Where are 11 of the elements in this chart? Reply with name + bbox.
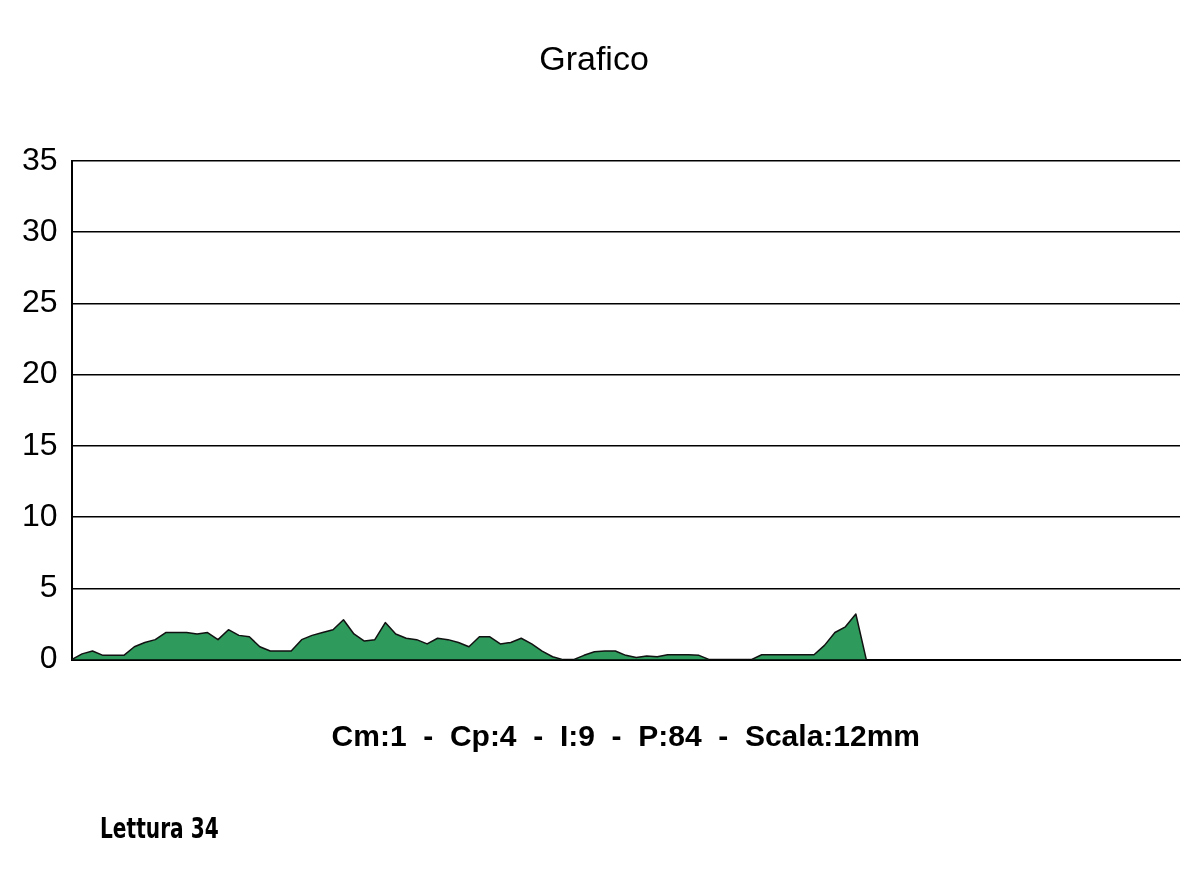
y-tick-label: 15: [22, 425, 58, 462]
y-tick-label: 10: [22, 496, 58, 533]
y-tick-label: 35: [22, 140, 58, 177]
y-tick-label: 5: [39, 568, 58, 605]
chart-title: Grafico: [539, 38, 649, 77]
y-tick-label: 30: [22, 211, 58, 248]
y-tick-label: 0: [39, 639, 58, 676]
y-tick-label: 25: [22, 283, 58, 320]
text: Lettura 34: [100, 812, 219, 845]
x-axis-title: Cm:1 - Cp:4 - I:9 - P:84 - Scala:12mm: [331, 719, 921, 753]
y-tick-label: 20: [22, 354, 58, 391]
